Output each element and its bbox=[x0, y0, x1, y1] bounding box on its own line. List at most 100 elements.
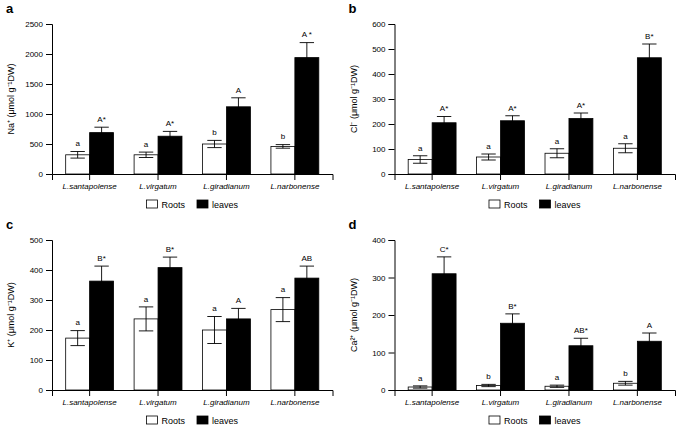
y-tick-label: 500 bbox=[30, 236, 44, 245]
plot-marks bbox=[408, 44, 661, 174]
y-tick: 100 bbox=[30, 356, 52, 365]
y-tick-mark bbox=[389, 74, 395, 75]
y-tick-label: 100 bbox=[372, 145, 386, 154]
x-tick-label: L.narbonense bbox=[613, 398, 662, 407]
y-tick: 300 bbox=[372, 274, 394, 283]
error-bar bbox=[642, 333, 656, 350]
bar-annotation: B* bbox=[166, 245, 174, 254]
legend-label: Roots bbox=[504, 416, 528, 426]
x-tick: L.giradianum bbox=[203, 174, 250, 191]
x-tick-label: L.santapolense bbox=[405, 398, 460, 407]
series bbox=[90, 257, 319, 390]
bar bbox=[432, 123, 456, 174]
bar-annotation: A bbox=[236, 86, 242, 95]
y-tick-label: 300 bbox=[30, 296, 44, 305]
y-tick-mark bbox=[389, 24, 395, 25]
x-tick: L.narbonense bbox=[613, 174, 662, 191]
bar-annotation: B* bbox=[508, 302, 516, 311]
chart-root: 05001000150020002500L.santapolenseL.virg… bbox=[0, 0, 685, 432]
error-bar bbox=[481, 154, 495, 160]
y-tick: 500 bbox=[30, 140, 52, 149]
y-tick-mark bbox=[389, 124, 395, 125]
legend-label: leaves bbox=[555, 200, 582, 210]
bar bbox=[501, 323, 525, 390]
y-tick-label: 0 bbox=[39, 170, 44, 179]
legend-item: leaves bbox=[540, 416, 582, 426]
error-bar bbox=[94, 266, 108, 296]
bar bbox=[271, 146, 295, 174]
panel: 0100200300400500L.santapolenseL.virgatum… bbox=[6, 217, 333, 426]
x-tick-mark bbox=[89, 174, 90, 180]
x-tick-label: L.santapolense bbox=[405, 182, 460, 191]
error-bar bbox=[163, 131, 177, 141]
bar-annotations: aaaaB*B*AAB bbox=[75, 245, 312, 328]
error-bar bbox=[300, 266, 314, 290]
x-tick: L.santapolense bbox=[62, 174, 117, 191]
bar-annotation: b bbox=[281, 132, 286, 141]
error-bar bbox=[481, 384, 495, 386]
legend-label: leaves bbox=[555, 416, 582, 426]
bar-annotation: A* bbox=[166, 119, 174, 128]
panel-title: a bbox=[6, 1, 14, 16]
y-axis-line bbox=[389, 25, 396, 175]
y-tick-mark bbox=[46, 174, 52, 175]
y-tick-mark bbox=[46, 240, 52, 241]
bar-annotation: a bbox=[555, 137, 560, 146]
y-tick: 600 bbox=[372, 20, 394, 29]
x-tick-mark bbox=[294, 174, 295, 180]
panel-title: d bbox=[349, 217, 357, 232]
legend-item: Roots bbox=[489, 416, 528, 426]
x-tick-label: L.santapolense bbox=[62, 398, 117, 407]
error-bar bbox=[437, 257, 451, 291]
y-tick: 0 bbox=[381, 170, 394, 179]
error-bar bbox=[276, 145, 290, 149]
y-tick-label: 500 bbox=[372, 45, 386, 54]
panel: 0100200300400L.santapolenseL.virgatumL.g… bbox=[349, 217, 676, 426]
y-tick: 2000 bbox=[25, 50, 52, 59]
y-axis-title: Ca²⁺ (μmol g⁻¹DW) bbox=[349, 278, 359, 352]
x-tick: L.santapolense bbox=[405, 390, 460, 407]
bar-annotation: a bbox=[555, 373, 560, 382]
y-tick-mark bbox=[389, 315, 395, 316]
y-tick: 500 bbox=[372, 45, 394, 54]
x-tick-mark bbox=[568, 390, 569, 396]
bar bbox=[226, 107, 250, 174]
error-bar bbox=[231, 308, 245, 329]
y-tick-mark bbox=[389, 278, 395, 279]
x-axis: L.santapolenseL.virgatumL.giradianumL.na… bbox=[53, 174, 334, 191]
legend: Rootsleaves bbox=[146, 416, 238, 426]
x-tick: L.santapolense bbox=[405, 174, 460, 191]
error-bar bbox=[207, 317, 221, 344]
x-tick: L.narbonense bbox=[270, 390, 319, 407]
y-axis: 0100200300400 bbox=[372, 236, 395, 395]
bar-annotation: b bbox=[623, 369, 628, 378]
error-bar bbox=[574, 113, 588, 124]
y-tick: 200 bbox=[30, 326, 52, 335]
x-axis-line bbox=[53, 391, 334, 397]
bar-annotation: B* bbox=[97, 254, 105, 263]
x-tick-label: L.virgatum bbox=[482, 182, 520, 191]
error-bar bbox=[70, 152, 84, 159]
legend-item: Roots bbox=[489, 200, 528, 210]
bar-annotations: ababC*B*AB*A bbox=[418, 245, 653, 383]
legend: Roots leaves bbox=[489, 200, 581, 210]
y-tick: 100 bbox=[372, 145, 394, 154]
y-tick-mark bbox=[389, 353, 395, 354]
legend-label: Roots bbox=[504, 200, 528, 210]
y-tick: 0 bbox=[39, 386, 52, 395]
y-tick-label: 1500 bbox=[25, 80, 43, 89]
bar-annotation: b bbox=[212, 128, 217, 137]
x-tick: L.virgatum bbox=[482, 174, 520, 191]
x-axis: L.santapolenseL.virgatumL.giradianumL.na… bbox=[53, 390, 334, 407]
legend-swatch bbox=[146, 416, 157, 424]
x-axis: L.santapolense L.virgatum L.giradianum L.na… bbox=[395, 390, 676, 407]
error-bar bbox=[163, 257, 177, 278]
y-tick-label: 0 bbox=[39, 386, 44, 395]
y-tick-label: 400 bbox=[372, 236, 386, 245]
x-tick: L.virgatum bbox=[482, 390, 520, 407]
y-tick-label: 300 bbox=[372, 274, 386, 283]
x-tick-mark bbox=[432, 174, 433, 180]
x-tick-label: L.giradianum bbox=[546, 398, 593, 407]
y-tick-label: 200 bbox=[30, 326, 44, 335]
y-tick: 200 bbox=[372, 120, 394, 129]
